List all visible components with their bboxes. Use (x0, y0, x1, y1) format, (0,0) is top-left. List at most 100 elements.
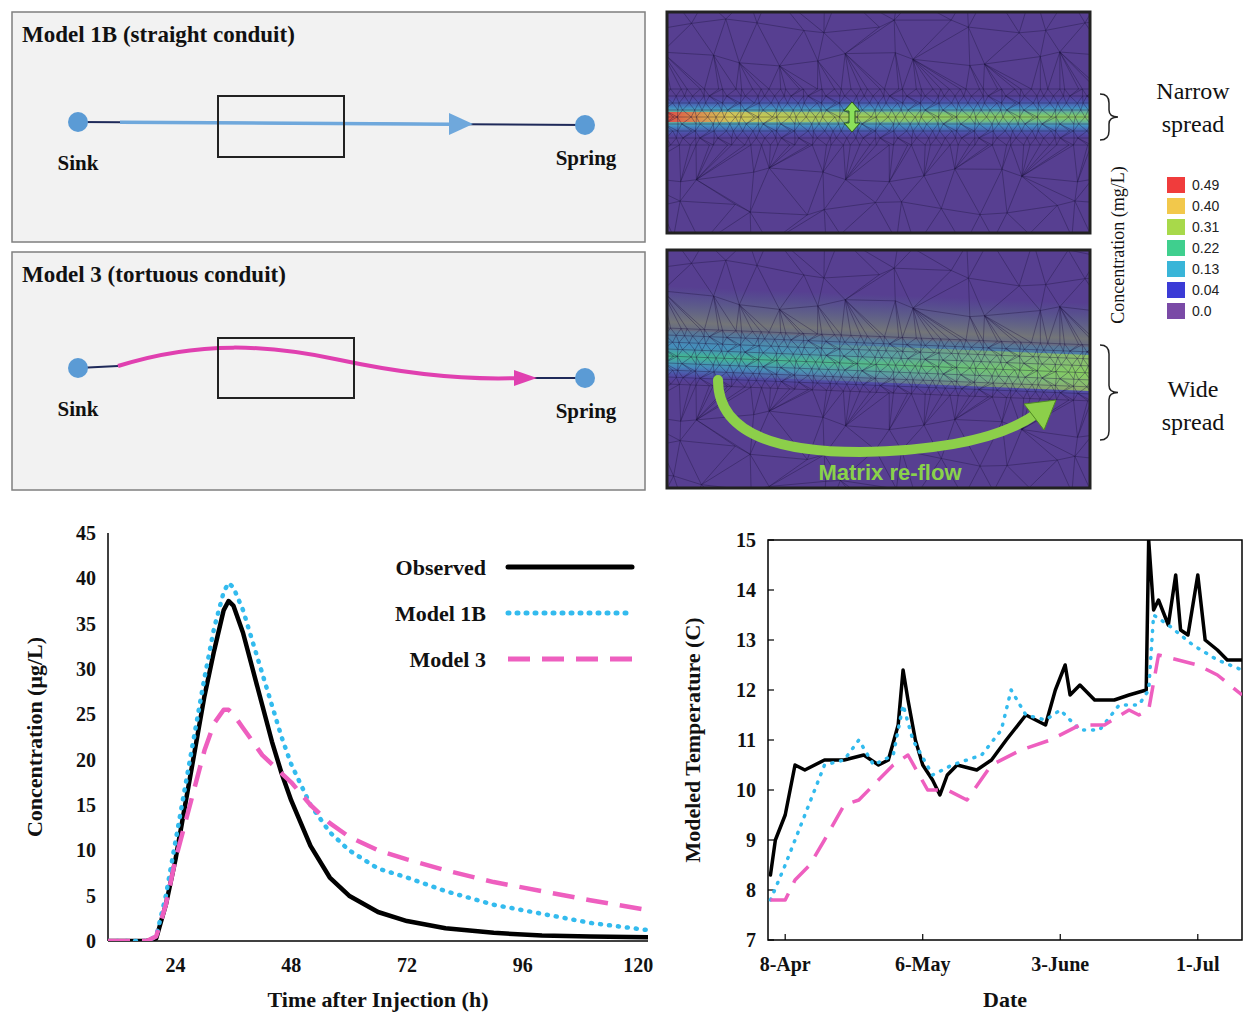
conduit (120, 122, 452, 124)
x-tick-label: 72 (397, 954, 417, 976)
legend: ObservedModel 1BModel 3 (395, 555, 632, 672)
sink-node (68, 358, 88, 378)
series-line (108, 710, 648, 941)
y-axis (107, 533, 109, 941)
legend-swatch (508, 657, 632, 662)
node-label: Spring (556, 399, 617, 423)
colorbar-swatch (1167, 240, 1185, 256)
y-tick-label: 45 (76, 522, 96, 544)
x-tick-label: 24 (166, 954, 186, 976)
mesh (667, 12, 1090, 233)
concentration-image (667, 250, 1090, 488)
colorbar-swatch (1167, 177, 1185, 193)
conduit (118, 348, 520, 379)
y-tick-label: 15 (76, 794, 96, 816)
series-line (108, 583, 648, 941)
y-tick-label: 10 (76, 839, 96, 861)
panel-title: Model 3 (tortuous conduit) (22, 262, 286, 287)
image-frame (667, 250, 1090, 488)
y-tick-label: 20 (76, 749, 96, 771)
y-tick-label: 15 (736, 529, 756, 551)
tick-mark (768, 639, 774, 640)
series-line (770, 655, 1242, 900)
brace (1100, 345, 1118, 440)
figure: Model 1B (straight conduit)SinkSpringMod… (0, 0, 1250, 1018)
colorbar: Concentration (mg/L)0.490.400.310.220.13… (1108, 166, 1219, 323)
y-tick-label: 8 (746, 879, 756, 901)
tick-mark (768, 589, 774, 590)
flow-arrowhead (514, 370, 537, 386)
zoom-box (218, 96, 344, 157)
brace (1100, 94, 1118, 140)
y-tick-label: 40 (76, 567, 96, 589)
y-tick-label: 35 (76, 613, 96, 635)
tick-mark (1197, 934, 1198, 940)
node-label: Spring (556, 146, 617, 170)
colorbar-swatch (1167, 282, 1185, 298)
colorbar-swatch (1167, 198, 1185, 214)
y-tick-label: 30 (76, 658, 96, 680)
tick-mark (768, 939, 774, 940)
spread-label: Wide spread (1162, 376, 1225, 435)
y-tick-label: 13 (736, 629, 756, 651)
tick-mark (768, 539, 774, 540)
concentration-image (667, 12, 1090, 233)
legend-label: Model 1B (395, 601, 486, 626)
connector (78, 122, 585, 125)
plume-layer (667, 12, 1090, 233)
y-tick-label: 12 (736, 679, 756, 701)
spring-node (575, 368, 595, 388)
tick-mark (1060, 934, 1061, 940)
series-group (770, 540, 1242, 900)
sink-node (68, 112, 88, 132)
spread-label-line: Narrow (1156, 78, 1230, 104)
y-axis-title: Modeled Temperature (C) (680, 617, 705, 862)
colorbar-label: 0.04 (1192, 282, 1219, 298)
flow-arrowhead (449, 113, 473, 135)
y-tick-label: 14 (736, 579, 756, 601)
x-axis-title: Date (983, 987, 1027, 1012)
spring-node (575, 115, 595, 135)
chart: 05101520253035404524487296120Time after … (22, 522, 653, 1012)
chart: 7891011121314158-Apr6-May3-June1-JulDate… (680, 529, 1242, 1012)
colorbar-title: Concentration (mg/L) (1108, 166, 1129, 323)
zoom-box (218, 338, 354, 398)
colorbar-label: 0.0 (1192, 303, 1212, 319)
image-frame (667, 12, 1090, 233)
colorbar-label: 0.22 (1192, 240, 1219, 256)
tick-mark (768, 839, 774, 840)
legend-label: Model 3 (410, 647, 486, 672)
x-tick-label: 6-May (895, 953, 951, 976)
x-tick-label: 48 (281, 954, 301, 976)
spread-label-line: Wide (1167, 376, 1218, 402)
x-tick-label: 96 (513, 954, 533, 976)
spread-label: Narrowspread (1156, 78, 1230, 137)
plume-layer (667, 250, 1090, 488)
y-tick-label: 9 (746, 829, 756, 851)
mesh (667, 250, 1090, 488)
x-tick-label: 3-June (1031, 953, 1089, 975)
node-label: Sink (58, 151, 99, 175)
x-tick-label: 1-Jul (1176, 953, 1220, 975)
tick-mark (785, 934, 786, 940)
y-tick-label: 11 (737, 729, 756, 751)
panel-title: Model 1B (straight conduit) (22, 22, 295, 47)
spread-label-line: spread (1162, 409, 1225, 435)
tick-mark (768, 789, 774, 790)
legend-swatch (508, 565, 632, 570)
schematic-panel: Model 3 (tortuous conduit)SinkSpring (12, 252, 645, 490)
y-tick-label: 7 (746, 929, 756, 951)
x-axis-title: Time after Injection (h) (268, 987, 489, 1012)
y-tick-label: 10 (736, 779, 756, 801)
spread-arrow (844, 102, 860, 132)
series-group (108, 583, 648, 941)
y-tick-label: 5 (86, 885, 96, 907)
tick-mark (768, 689, 774, 690)
colorbar-label: 0.49 (1192, 177, 1219, 193)
legend-swatch (508, 611, 632, 616)
y-tick-label: 0 (86, 930, 96, 952)
x-axis (108, 940, 648, 942)
x-tick-label: 120 (623, 954, 653, 976)
reflow-arrow (718, 380, 1036, 452)
colorbar-label: 0.31 (1192, 219, 1219, 235)
